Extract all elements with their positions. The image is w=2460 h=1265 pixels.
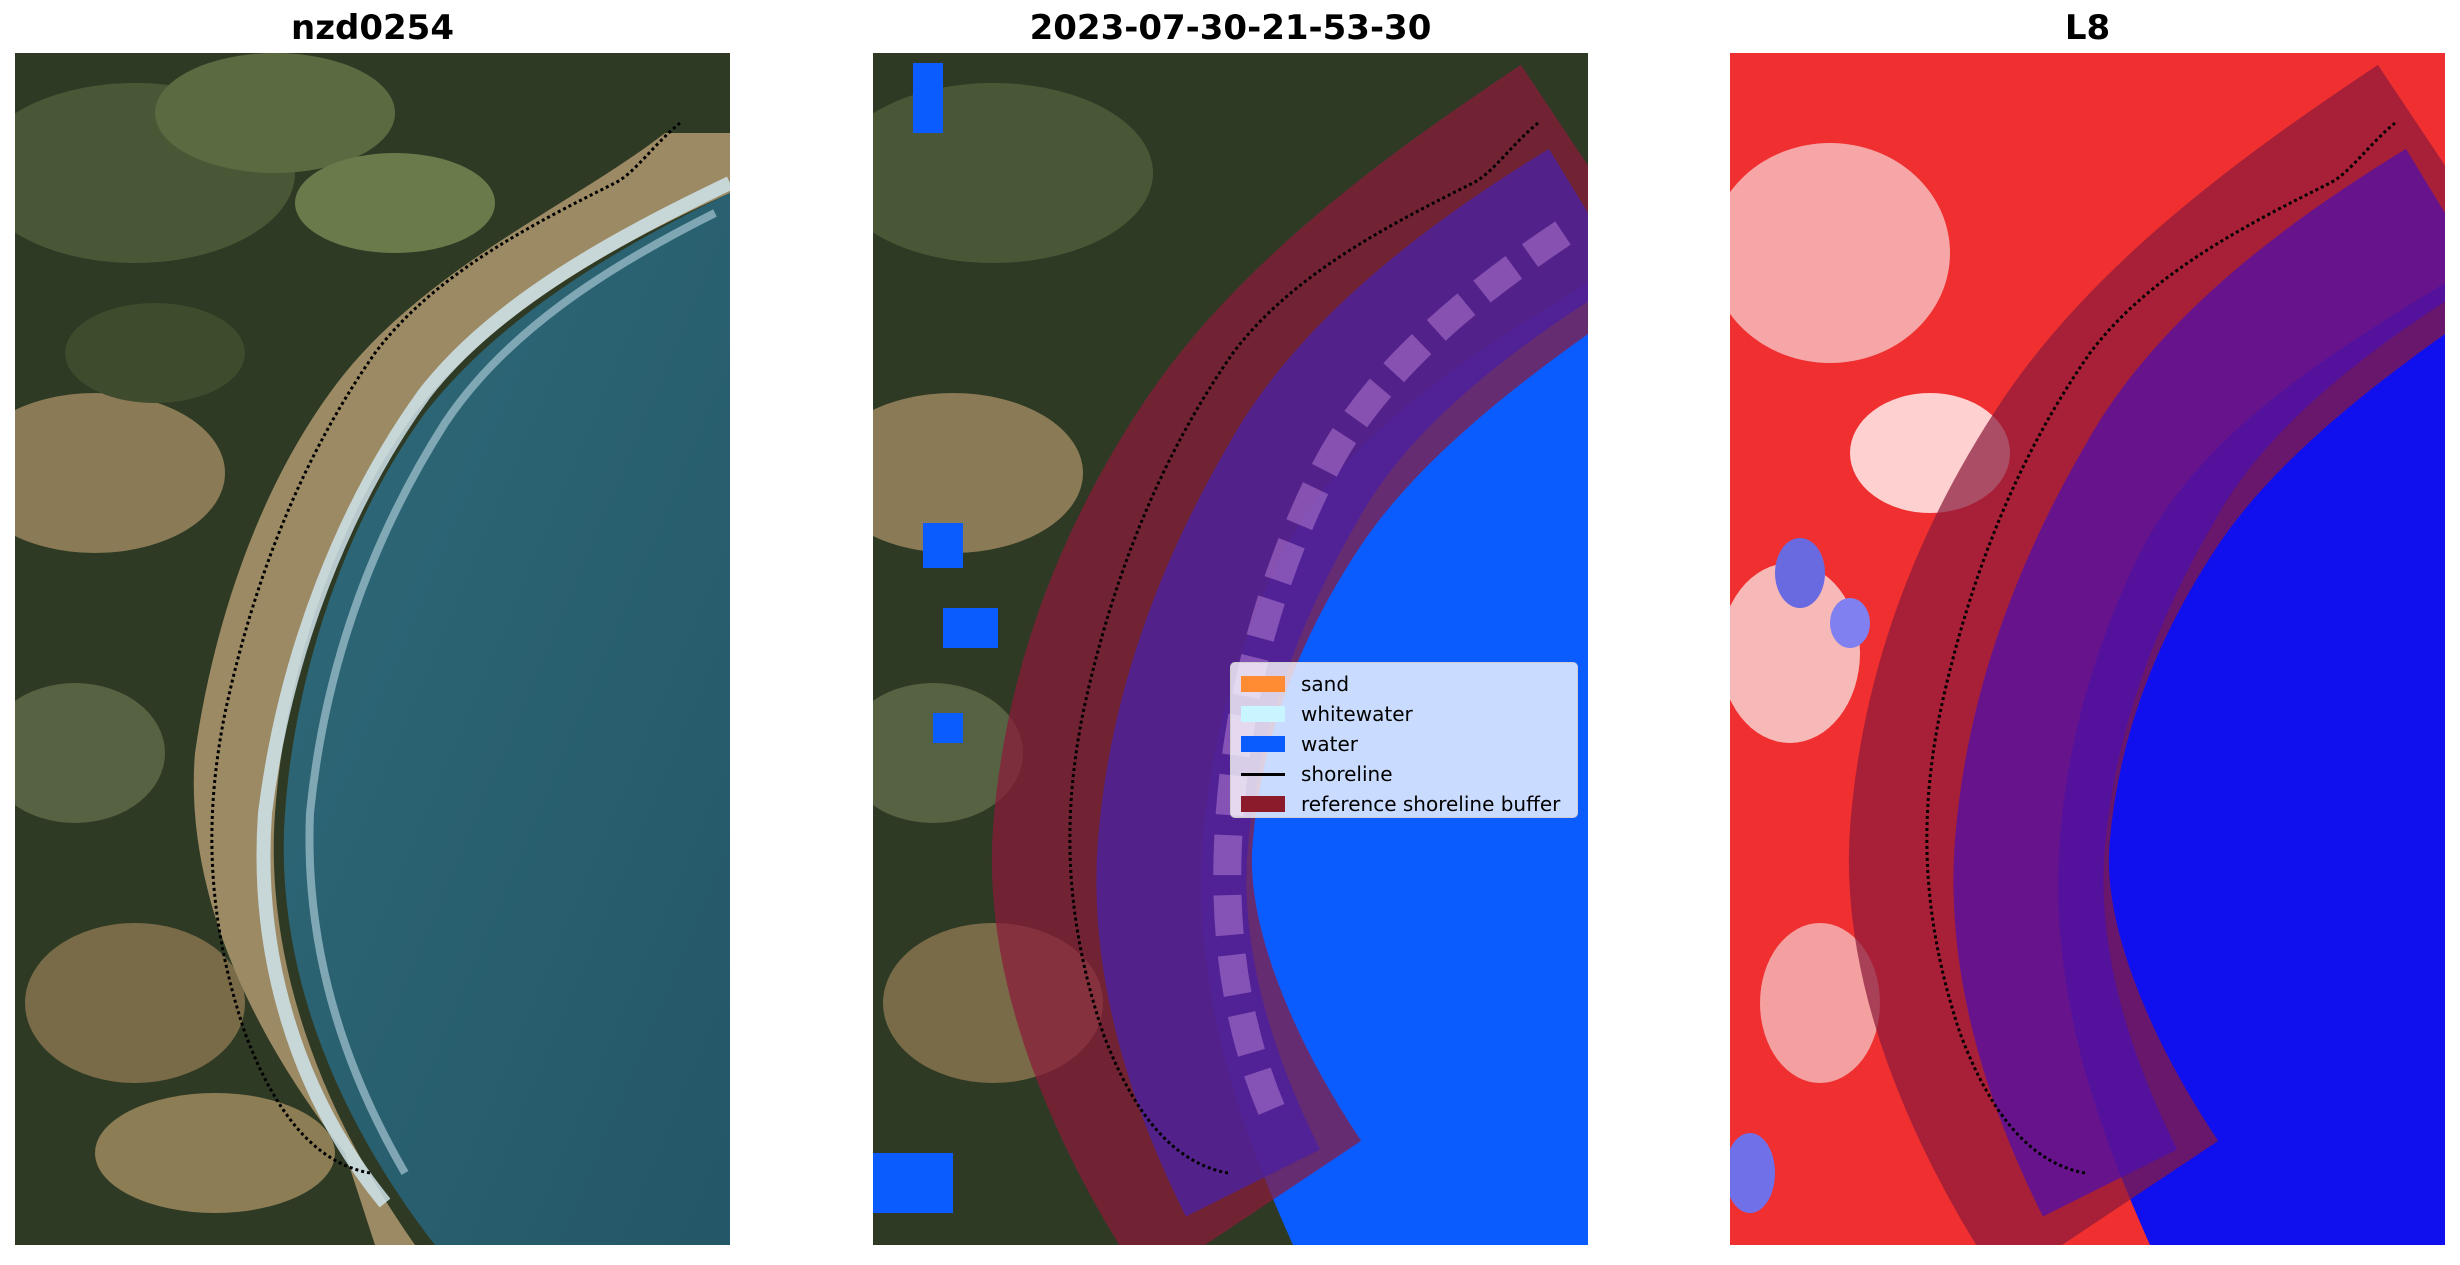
legend-swatch <box>1241 676 1285 692</box>
legend-label: water <box>1301 732 1358 756</box>
legend-item-whitewater: whitewater <box>1241 699 1567 729</box>
legend-label: reference shoreline buffer <box>1301 792 1561 816</box>
legend-swatch <box>1241 796 1285 812</box>
legend-item-shoreline: shoreline <box>1241 759 1567 789</box>
legend-item-buffer: reference shoreline buffer <box>1241 789 1567 819</box>
panel-title-index: L8 <box>2064 8 2111 48</box>
legend-swatch <box>1241 706 1285 722</box>
panel-title-classification: 2023-07-30-21-53-30 <box>1029 8 1432 48</box>
panel-title-rgb: nzd0254 <box>291 8 454 48</box>
legend: sand whitewater water shoreline referenc… <box>1230 662 1578 818</box>
legend-label: sand <box>1301 672 1350 696</box>
index-image <box>1730 53 2445 1245</box>
legend-label: whitewater <box>1301 702 1413 726</box>
legend-line <box>1241 772 1285 776</box>
legend-item-sand: sand <box>1241 669 1567 699</box>
classification-image <box>873 53 1588 1245</box>
legend-swatch <box>1241 736 1285 752</box>
rgb-satellite-image <box>15 53 730 1245</box>
legend-item-water: water <box>1241 729 1567 759</box>
legend-label: shoreline <box>1301 762 1393 786</box>
